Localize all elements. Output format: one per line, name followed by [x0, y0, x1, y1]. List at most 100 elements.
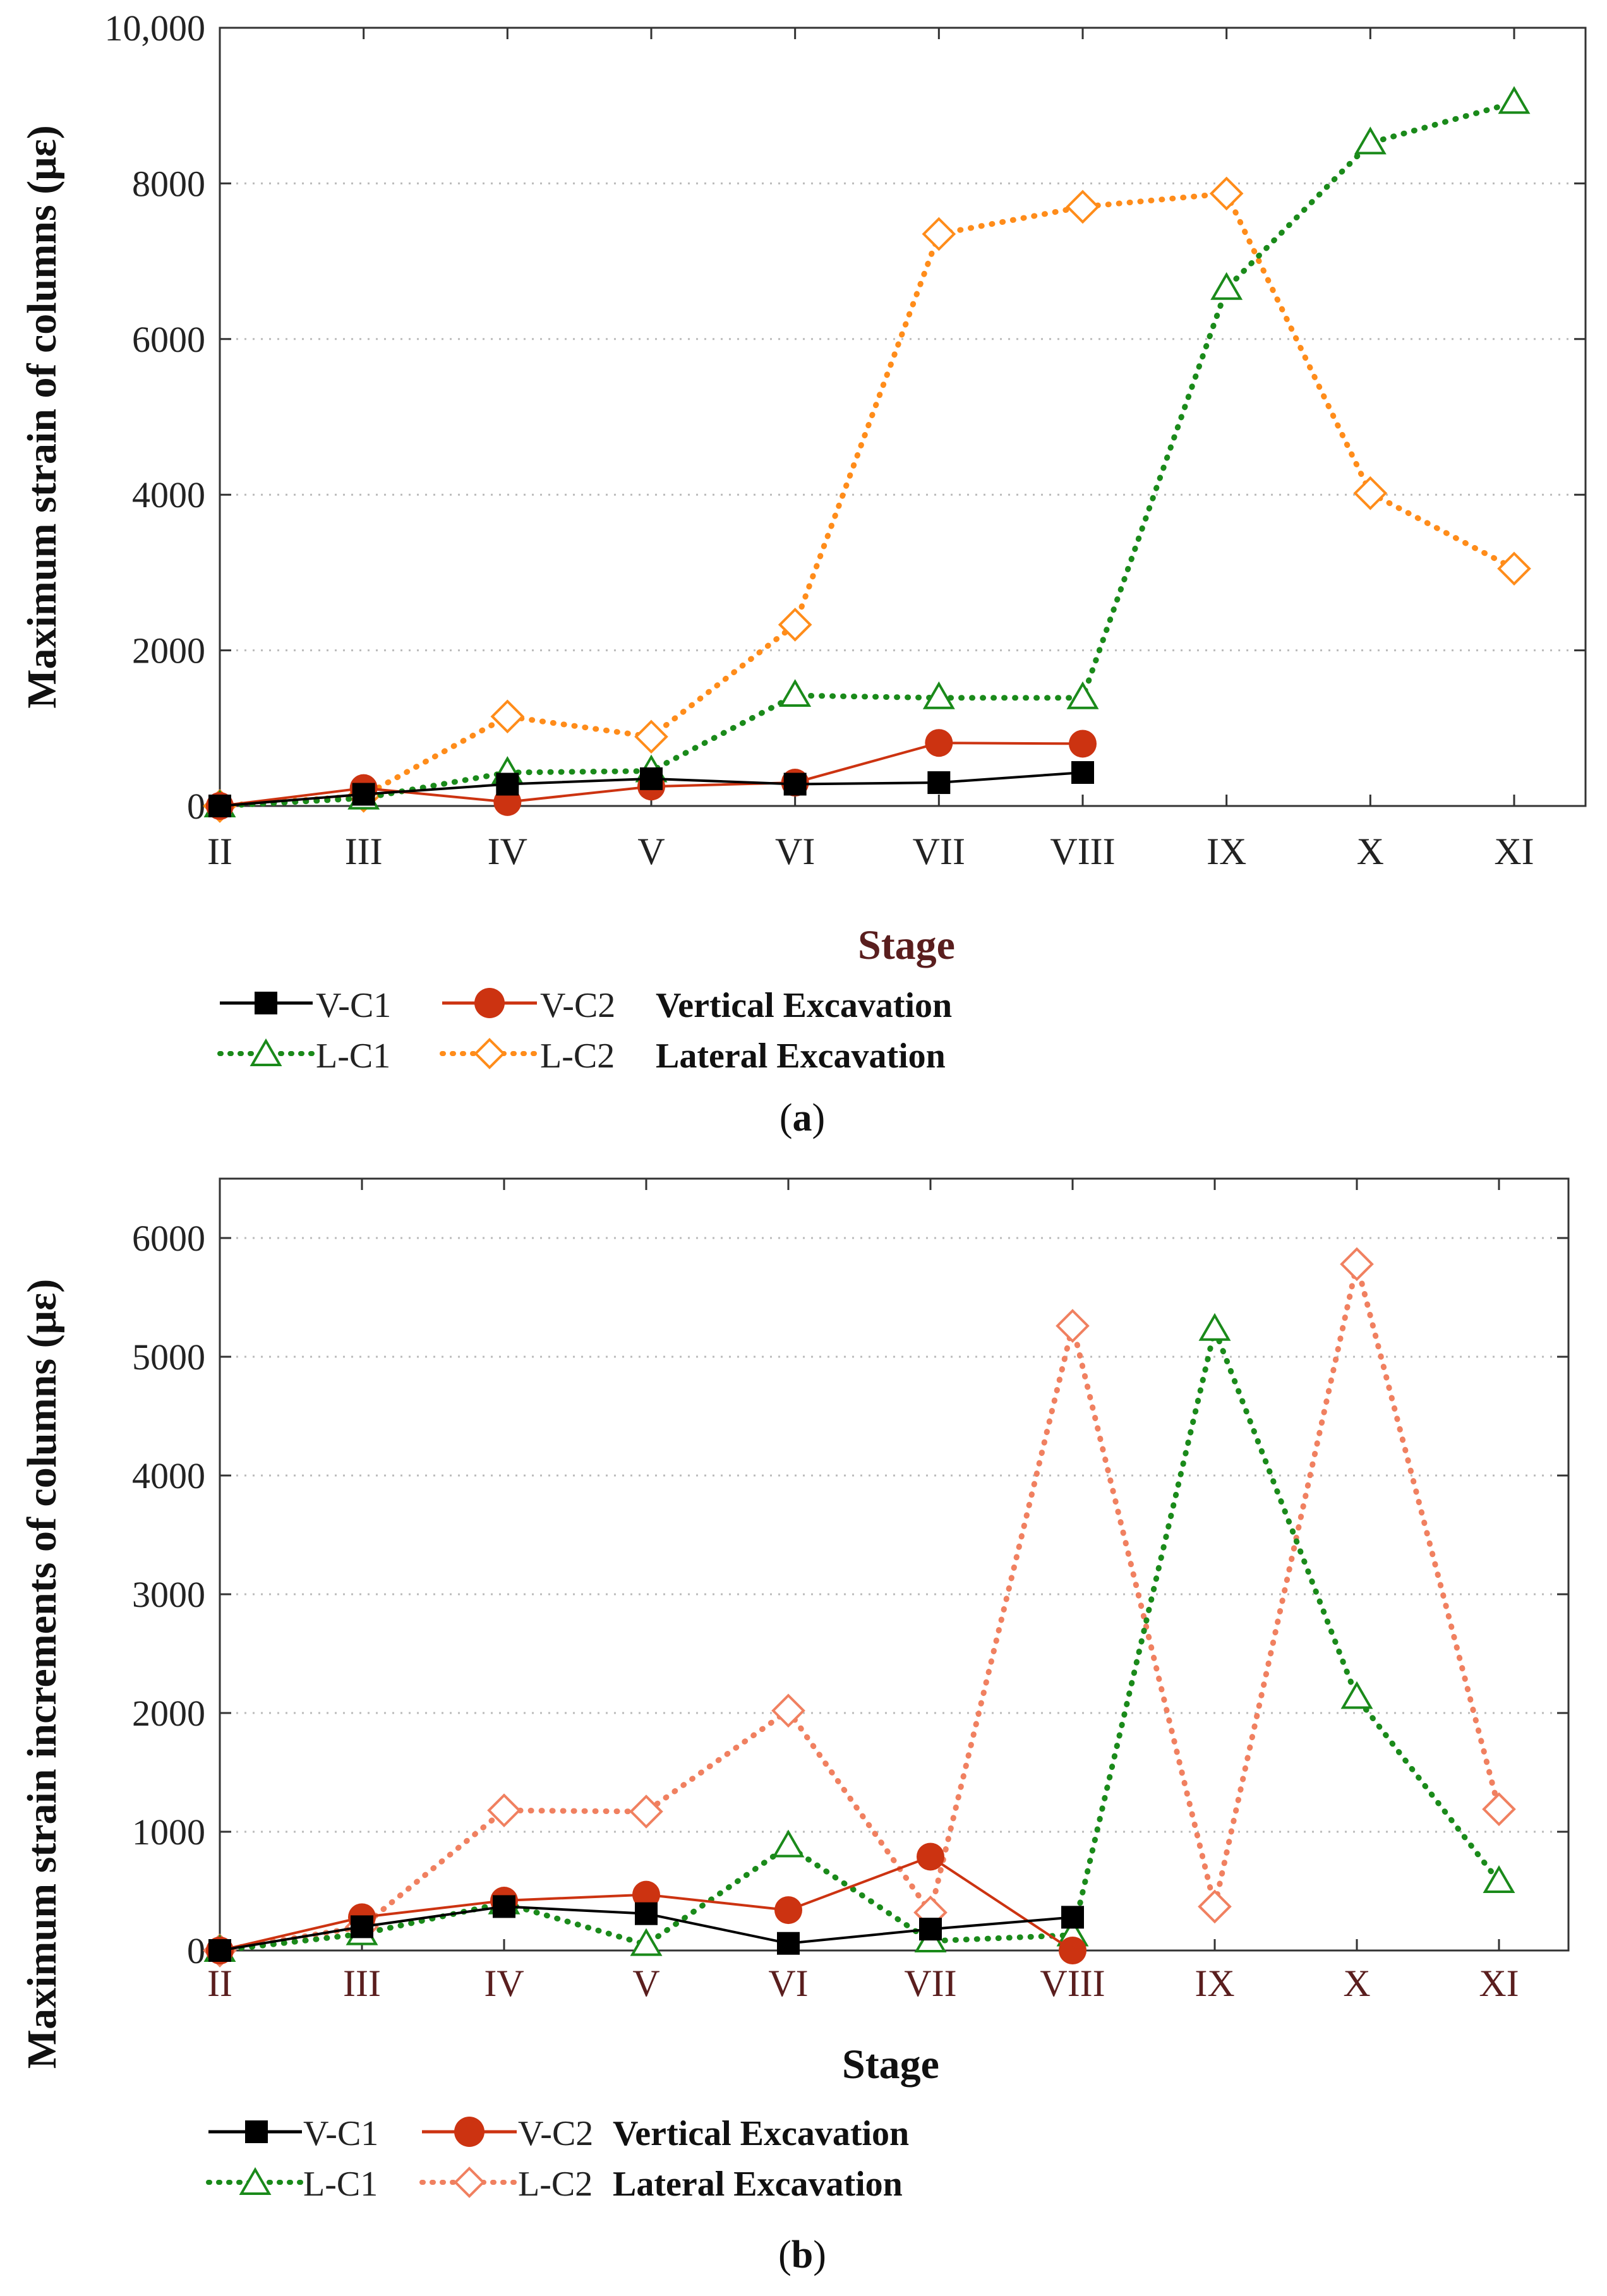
data-point-l-c2	[1198, 1889, 1232, 1924]
x-tick-label: IX	[1195, 1962, 1234, 2004]
y-axis-label: Maximum strain of columns (με)	[19, 125, 65, 709]
data-point-v-c1	[635, 1902, 658, 1925]
series-line-l-c2	[217, 1261, 1502, 1954]
legend-label: L-C1	[303, 2165, 378, 2204]
x-axis-ticks: II III IV V VI VII VIII IX X XI	[207, 1179, 1519, 2004]
y-tick-label: 4000	[132, 1455, 205, 1496]
data-point-v-c1	[777, 1932, 800, 1955]
series-line-l-c1	[217, 1326, 1502, 1954]
x-tick-label: II	[207, 1962, 232, 2004]
data-point-v-c1	[919, 1918, 942, 1941]
series-v-c1	[208, 1895, 1084, 1962]
y-tick-label: 6000	[132, 1218, 205, 1259]
legend-item-v-c1: V-C1	[208, 2114, 378, 2153]
x-tick-label: V	[632, 1962, 659, 2004]
data-point-l-c1	[772, 1829, 805, 1858]
y-axis-ticks: 0 1000 2000 3000 4000 5000 6000	[132, 1218, 1568, 1971]
svg-text:(a): (a)	[779, 1097, 825, 1139]
x-tick-label: XI	[1494, 831, 1534, 872]
legend-group-label-vertical: Vertical Excavation	[613, 2114, 909, 2153]
legend: V-C1 V-C2 Vertical Excavation L-C1 L-C2 …	[217, 986, 952, 1076]
x-axis-label: Stage	[858, 922, 955, 968]
data-point-v-c1	[783, 772, 807, 796]
data-point-l-c2	[487, 1793, 521, 1827]
data-point-v-c1	[1071, 761, 1094, 784]
data-point-l-c1	[1483, 1865, 1515, 1893]
y-tick-label: 2000	[132, 630, 205, 671]
data-point-v-c2	[917, 1842, 944, 1871]
data-point-l-c2	[634, 719, 668, 754]
legend-group-label-lateral: Lateral Excavation	[656, 1037, 946, 1076]
data-point-l-c2	[1353, 476, 1388, 510]
legend-label: L-C1	[316, 1037, 390, 1076]
caption-paren: )	[812, 1097, 826, 1139]
data-point-l-c2	[629, 1794, 663, 1829]
x-tick-label: VII	[904, 1962, 956, 2004]
grid-lines	[220, 182, 1586, 652]
data-point-l-c1	[922, 681, 955, 709]
x-tick-label: II	[207, 831, 232, 872]
data-point-l-c2	[1340, 1247, 1374, 1282]
y-tick-label: 0	[187, 1930, 205, 1971]
panel-caption: (b)	[778, 2233, 826, 2276]
data-point-v-c1	[351, 1915, 373, 1938]
legend-group-label-lateral: Lateral Excavation	[613, 2165, 903, 2204]
data-point-v-c2	[774, 1896, 802, 1925]
x-tick-label: VIII	[1040, 1962, 1105, 2004]
x-tick-label: V	[637, 831, 665, 872]
data-point-v-c2	[925, 729, 953, 757]
y-tick-label: 1000	[132, 1812, 205, 1853]
legend-group-label-vertical: Vertical Excavation	[656, 986, 952, 1025]
y-tick-label: 8000	[132, 163, 205, 204]
data-point-l-c2	[1482, 1792, 1516, 1827]
data-point-l-c1	[1210, 272, 1243, 300]
data-point-l-c1	[630, 1928, 663, 1956]
data-point-v-c1	[640, 767, 663, 790]
x-tick-label: IV	[484, 1962, 524, 2004]
x-tick-label: VI	[768, 1962, 808, 2004]
x-tick-label: IV	[488, 831, 527, 872]
y-axis-label: Maximum strain increments of columns (με…	[19, 1279, 65, 2069]
legend-label: V-C2	[518, 2114, 593, 2153]
panel-caption: (a)	[779, 1097, 825, 1139]
legend-item-l-c2: L-C2	[419, 2165, 593, 2204]
data-point-v-c2	[1069, 730, 1097, 758]
data-point-v-c1	[493, 1895, 515, 1918]
caption-paren: )	[813, 2233, 826, 2276]
y-tick-label: 0	[187, 786, 205, 827]
data-point-l-c2	[922, 217, 956, 251]
data-point-l-c1	[1198, 1313, 1231, 1341]
y-tick-label: 3000	[132, 1574, 205, 1615]
data-point-l-c2	[490, 699, 525, 734]
legend-marker	[255, 992, 277, 1014]
caption-letter: b	[791, 2233, 813, 2276]
legend-marker	[474, 1038, 505, 1069]
data-point-v-c1	[927, 771, 951, 795]
x-tick-label: X	[1343, 1962, 1370, 2004]
series-v-c1	[208, 761, 1094, 817]
legend-marker	[250, 1038, 282, 1066]
legend-item-l-c1: L-C1	[206, 2165, 378, 2204]
data-point-l-c1	[1498, 86, 1531, 114]
data-point-v-c1	[208, 1939, 231, 1962]
x-tick-label: IX	[1207, 831, 1246, 872]
data-point-l-c2	[778, 608, 812, 642]
y-tick-label: 5000	[132, 1337, 205, 1378]
legend-marker	[454, 2117, 485, 2147]
series-line-l-c1	[217, 99, 1517, 809]
x-tick-label: VIII	[1050, 831, 1115, 872]
y-axis-ticks: 0 2000 4000 6000 8000 10,000	[105, 8, 1586, 827]
x-tick-label: X	[1357, 831, 1384, 872]
data-point-l-c2	[771, 1693, 805, 1728]
series-group	[203, 86, 1531, 823]
legend-marker	[454, 2167, 485, 2198]
data-point-v-c1	[496, 772, 519, 796]
data-point-l-c2	[1497, 551, 1531, 586]
data-point-l-c2	[1066, 189, 1100, 224]
legend-label: V-C2	[540, 986, 615, 1025]
x-tick-label: VII	[913, 831, 965, 872]
legend-item-v-c2: V-C2	[422, 2114, 593, 2153]
series-group	[203, 1247, 1516, 1968]
